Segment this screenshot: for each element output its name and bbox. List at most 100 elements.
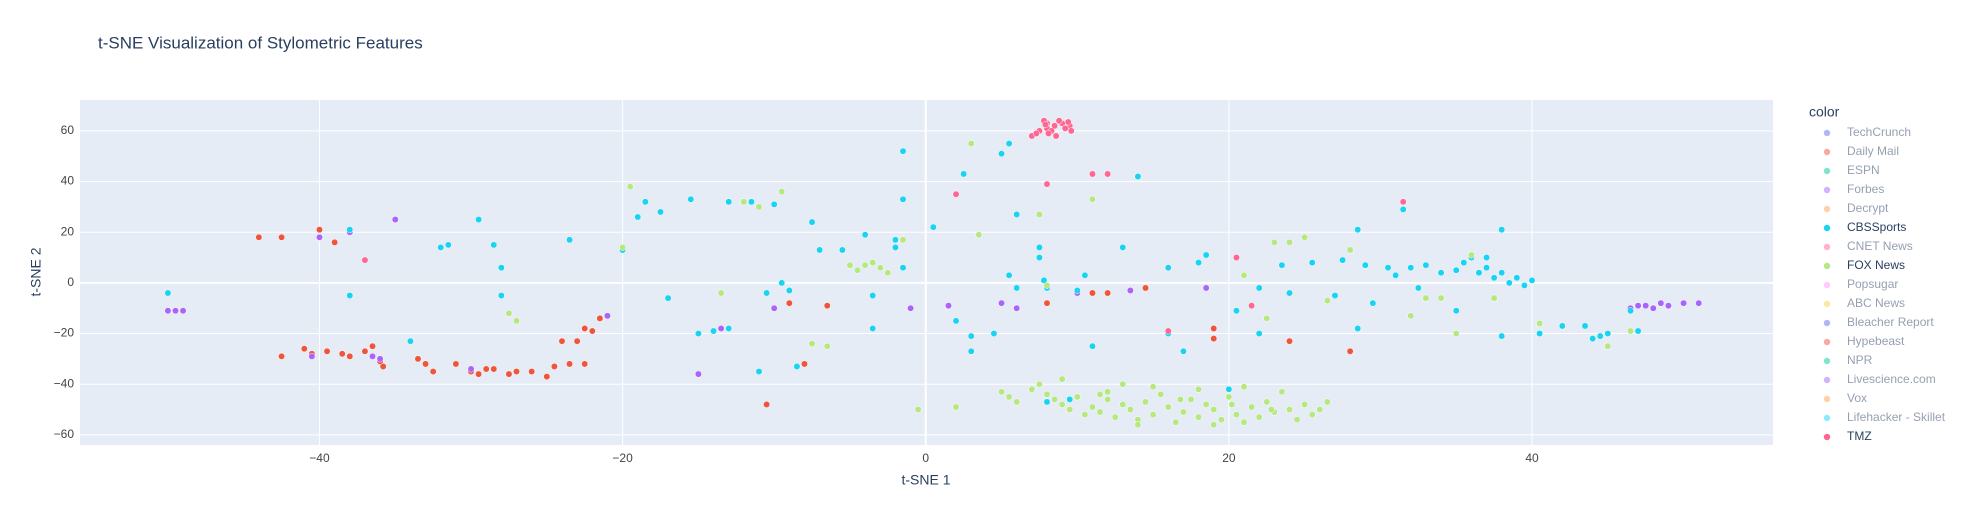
data-point [1043, 299, 1051, 307]
legend-marker [1823, 338, 1831, 346]
data-point [255, 233, 263, 241]
data-point [1293, 416, 1301, 424]
legend-label: Decrypt [1847, 201, 1889, 215]
data-point [1217, 416, 1225, 424]
data-point [316, 226, 323, 234]
y-axis-title: t-SNE 2 [28, 247, 44, 296]
data-point [1513, 274, 1521, 282]
legend-label: NPR [1847, 353, 1873, 367]
y-tick-label: −20 [54, 326, 75, 340]
data-point [1061, 124, 1069, 132]
data-point [323, 347, 331, 355]
data-point [710, 327, 717, 335]
data-point [1263, 314, 1271, 322]
data-point [687, 195, 695, 203]
data-point [717, 289, 725, 297]
data-point [1267, 406, 1275, 413]
legend-label: ESPN [1847, 163, 1880, 177]
data-point [278, 233, 286, 241]
data-point [1164, 264, 1172, 272]
data-point [1228, 401, 1236, 408]
data-point [278, 352, 286, 360]
data-point [361, 256, 369, 264]
data-point [1392, 271, 1400, 279]
legend-label: Daily Mail [1847, 144, 1899, 158]
series-points [164, 216, 1703, 378]
data-point [1581, 322, 1589, 330]
data-point [1066, 406, 1074, 413]
legend-marker [1823, 433, 1831, 441]
data-point [505, 309, 513, 317]
data-point [778, 279, 786, 287]
legend-marker [1823, 357, 1831, 365]
data-point [967, 140, 975, 148]
data-point [998, 299, 1005, 307]
data-point [1483, 254, 1490, 262]
data-point [1126, 406, 1134, 413]
data-point [975, 231, 983, 239]
data-point [475, 216, 483, 224]
data-point [838, 246, 846, 254]
data-point [1013, 398, 1021, 406]
data-point [899, 147, 907, 155]
legend-label: FOX News [1847, 258, 1905, 272]
legend-label: CNET News [1847, 239, 1913, 253]
series-points [361, 117, 1407, 335]
data-point [1005, 140, 1013, 148]
data-point [808, 340, 816, 348]
data-point [1255, 284, 1263, 292]
data-point [406, 337, 414, 345]
data-point [1346, 246, 1354, 254]
data-point [1111, 413, 1119, 421]
data-point [1013, 211, 1021, 218]
data-point [1210, 335, 1218, 343]
data-point [1067, 127, 1075, 135]
data-point [1460, 259, 1468, 267]
data-point [1361, 261, 1369, 269]
data-point [1589, 335, 1597, 343]
data-point [1195, 259, 1203, 267]
legend-marker [1823, 205, 1831, 213]
data-point [1240, 383, 1248, 391]
data-point [1081, 411, 1089, 419]
data-point [1695, 299, 1703, 307]
data-point [422, 360, 430, 368]
data-point [1354, 325, 1362, 332]
data-point [1528, 276, 1536, 284]
data-point [694, 330, 702, 337]
data-point [1210, 325, 1218, 332]
data-point [1437, 294, 1445, 302]
data-point [1399, 198, 1407, 206]
data-point [823, 302, 831, 310]
data-point [1308, 259, 1316, 267]
data-point [1157, 390, 1165, 398]
legend-marker [1823, 148, 1831, 156]
x-tick-label: −40 [309, 451, 330, 465]
data-point [1255, 413, 1263, 421]
data-point [1301, 401, 1309, 408]
data-point [1187, 395, 1195, 403]
data-point [1119, 243, 1127, 251]
data-point [823, 342, 831, 350]
legend-marker [1823, 129, 1831, 137]
data-point [876, 264, 884, 272]
data-point [1104, 289, 1112, 297]
data-point [634, 213, 642, 221]
data-point [1407, 264, 1415, 272]
data-point [1346, 347, 1354, 355]
data-point [1179, 408, 1187, 416]
legend-marker [1823, 167, 1831, 175]
data-point [952, 317, 960, 325]
data-point [1323, 398, 1331, 406]
data-point [475, 370, 483, 378]
data-point [308, 352, 316, 360]
data-point [1558, 322, 1566, 330]
data-point [558, 337, 566, 345]
data-point [346, 292, 354, 300]
data-point [960, 170, 968, 178]
data-point [490, 365, 498, 373]
data-point [1248, 403, 1256, 411]
data-point [604, 312, 611, 320]
y-tick-label: −40 [54, 376, 75, 390]
data-point [1119, 401, 1127, 408]
